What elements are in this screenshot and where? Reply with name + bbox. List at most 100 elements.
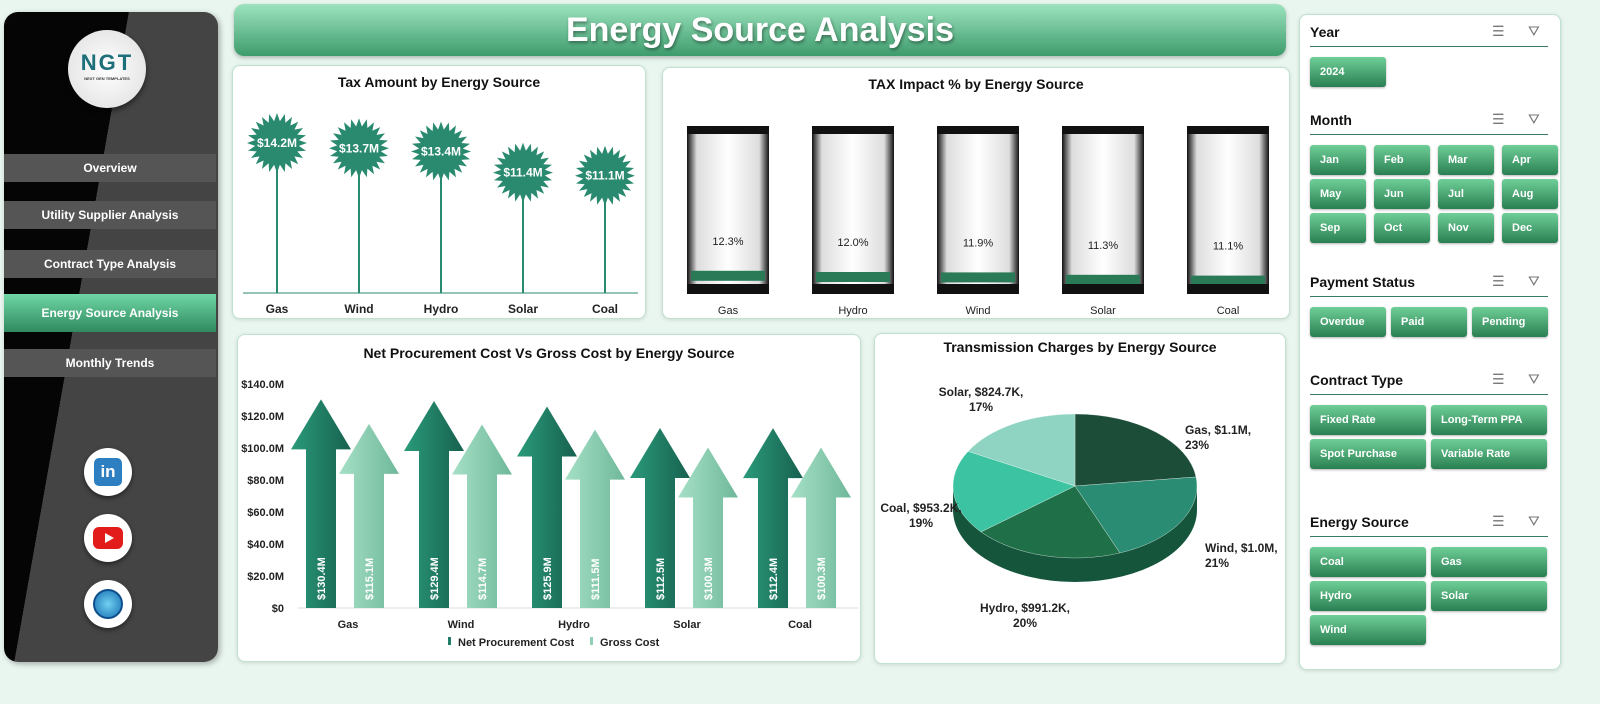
slicer-item-payment-status[interactable]: Overdue (1310, 307, 1386, 337)
legend-marker (448, 637, 451, 645)
slice-percent: 23% (1185, 438, 1209, 452)
slicer-item-month[interactable]: Feb (1374, 145, 1430, 175)
transmission-charges-chart: Transmission Charges by Energy Source Ga… (874, 333, 1286, 664)
logo: NGT NEXT GEN TEMPLATES (68, 30, 146, 108)
slicer-item-month[interactable]: Jul (1438, 179, 1494, 209)
slicer-item-contract-type[interactable]: Fixed Rate (1310, 405, 1426, 435)
clear-filter-icon[interactable]: ⛛ (1528, 273, 1540, 289)
arrow-bar-gross-cost (452, 424, 512, 608)
tax-impact-chart: TAX Impact % by Energy Source 12.3% Gas 12… (662, 67, 1290, 319)
clear-filter-icon[interactable]: ⛛ (1528, 513, 1540, 529)
y-tick-label: $140.0M (241, 379, 284, 391)
data-label: 12.3% (712, 236, 743, 248)
data-label: 11.3% (1088, 240, 1119, 252)
nav-utility-supplier-analysis[interactable]: Utility Supplier Analysis (4, 201, 216, 229)
slice-name-value: Solar, $824.7K, (939, 385, 1024, 399)
x-tick-label: Wind (448, 619, 475, 631)
slicer-title: Contract Type (1310, 372, 1404, 388)
slicer-item-contract-type[interactable]: Variable Rate (1431, 439, 1547, 469)
nav-monthly-trends[interactable]: Monthly Trends (4, 349, 216, 377)
slice-percent: 17% (969, 400, 993, 414)
slicer-item-year[interactable]: 2024 (1310, 57, 1386, 87)
chart-title: Net Procurement Cost Vs Gross Cost by En… (363, 345, 735, 361)
y-tick-label: $60.0M (247, 507, 284, 519)
y-tick-label: $20.0M (247, 571, 284, 583)
slicer-title: Month (1310, 112, 1352, 128)
cylinder-cap (1062, 126, 1144, 134)
data-label: $130.4M (316, 557, 328, 600)
starburst-marker (493, 142, 553, 203)
slicer-item-month[interactable]: Jan (1310, 145, 1366, 175)
x-tick-label: Hydro (424, 302, 459, 316)
nav-energy-source-analysis[interactable]: Energy Source Analysis (4, 294, 216, 332)
slicer-item-month[interactable]: Dec (1502, 213, 1558, 243)
sidebar: NGT NEXT GEN TEMPLATES Overview Utility … (4, 12, 218, 662)
pie-data-label: Gas, $1.1M, 23% (1185, 423, 1251, 452)
cylinder-track (937, 126, 1019, 294)
y-tick-label: $80.0M (247, 475, 284, 487)
slicer-item-energy-source[interactable]: Solar (1431, 581, 1547, 611)
multi-select-icon[interactable]: ☰ (1492, 23, 1505, 39)
multi-select-icon[interactable]: ☰ (1492, 273, 1505, 289)
clear-filter-icon[interactable]: ⛛ (1528, 23, 1540, 39)
chart-title: Tax Amount by Energy Source (337, 74, 541, 90)
slicer-item-energy-source[interactable]: Gas (1431, 547, 1547, 577)
globe-icon[interactable] (84, 580, 132, 628)
cylinder-base (1187, 284, 1269, 294)
slicer-item-month[interactable]: Aug (1502, 179, 1558, 209)
slicer-item-month[interactable]: Apr (1502, 145, 1558, 175)
y-tick-label: $40.0M (247, 539, 284, 551)
slicer-item-payment-status[interactable]: Pending (1472, 307, 1548, 337)
slicer-item-month[interactable]: May (1310, 179, 1366, 209)
starburst-marker (411, 121, 471, 182)
clear-filter-icon[interactable]: ⛛ (1528, 111, 1540, 127)
cylinder-base (937, 284, 1019, 294)
arrow-bar-gross-cost (339, 423, 399, 608)
starburst-marker (247, 113, 307, 173)
x-tick-label: Solar (673, 619, 701, 631)
data-label: 11.1% (1213, 241, 1244, 253)
x-tick-label: Hydro (558, 619, 590, 631)
linkedin-icon[interactable]: in (84, 448, 132, 496)
x-tick-label: Gas (266, 302, 289, 316)
slicer-item-month[interactable]: Mar (1438, 145, 1494, 175)
slicer-title: Payment Status (1310, 274, 1416, 290)
nav-contract-type-analysis[interactable]: Contract Type Analysis (4, 250, 216, 278)
slicer-header-energy-source: Energy Source ☰ ⛛ (1310, 511, 1548, 537)
logo-text: NGT (80, 50, 134, 75)
slicer-item-month[interactable]: Oct (1374, 213, 1430, 243)
cylinder-fill-marker (816, 272, 890, 282)
nav-overview[interactable]: Overview (4, 154, 216, 182)
slicer-item-month[interactable]: Jun (1374, 179, 1430, 209)
youtube-icon[interactable] (84, 514, 132, 562)
cylinder-cap (687, 126, 769, 134)
slicer-item-energy-source[interactable]: Hydro (1310, 581, 1426, 611)
data-label: $112.4M (768, 558, 780, 600)
data-label: $114.7M (477, 558, 489, 600)
slicer-item-payment-status[interactable]: Paid (1391, 307, 1467, 337)
arrow-bar-gross-cost (791, 447, 851, 608)
multi-select-icon[interactable]: ☰ (1492, 513, 1505, 529)
cylinder-fill-marker (1066, 274, 1140, 285)
multi-select-icon[interactable]: ☰ (1492, 371, 1505, 387)
slicer-item-contract-type[interactable]: Long-Term PPA (1431, 405, 1547, 435)
slicer-item-contract-type[interactable]: Spot Purchase (1310, 439, 1426, 469)
cylinder-cap (812, 126, 894, 134)
arrow-bar-net-procurement-cost (404, 400, 464, 608)
slicer-item-month[interactable]: Nov (1438, 213, 1494, 243)
slice-percent: 21% (1205, 556, 1229, 570)
transmission-pie-plot: Gas, $1.1M, 23% Wind, $1.0M, 21% Hydro, $991… (880, 385, 1277, 630)
slicer-item-energy-source[interactable]: Coal (1310, 547, 1426, 577)
slicer-panel: Year ☰ ⛛ 2024 Month ☰ ⛛ Jan Feb Mar Apr May Jun Jul Au… (1299, 14, 1561, 670)
net-vs-gross-plot: $0 $20.0M $40.0M $60.0M $80.0M $100.0M $120.0M… (241, 379, 858, 649)
cylinder-track (687, 126, 769, 294)
multi-select-icon[interactable]: ☰ (1492, 111, 1505, 127)
tax-amount-plot: $14.2M Gas $13.7M Wind $13.4M Hydro $11.4M Sola… (243, 113, 638, 316)
x-tick-label: Coal (788, 619, 812, 631)
slicer-item-energy-source[interactable]: Wind (1310, 615, 1426, 645)
slicer-item-month[interactable]: Sep (1310, 213, 1366, 243)
clear-filter-icon[interactable]: ⛛ (1528, 371, 1540, 387)
pie-slice-hydro (980, 485, 1121, 559)
data-label: $11.1M (585, 169, 624, 183)
slicer-title: Year (1310, 24, 1340, 40)
